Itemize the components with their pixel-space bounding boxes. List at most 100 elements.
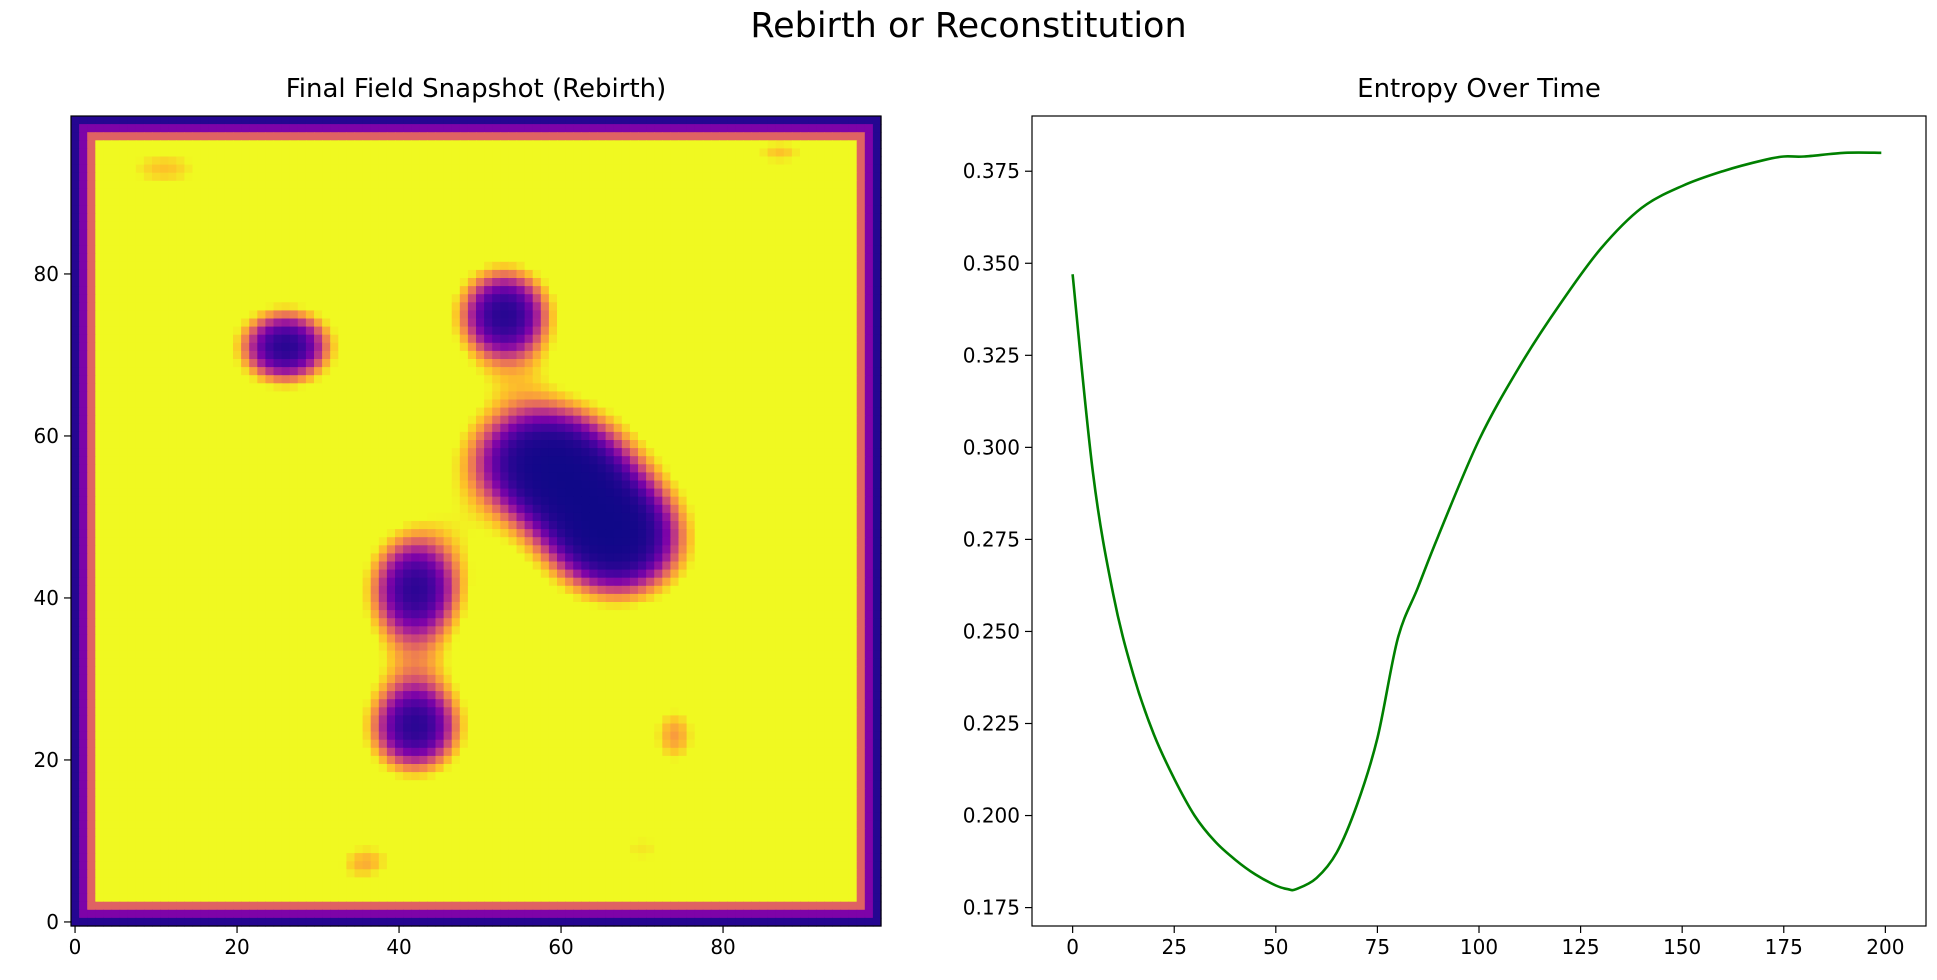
heatmap-cell [589,205,599,214]
heatmap-cell [662,456,671,465]
heatmap-cell [775,140,785,149]
heatmap-cell [168,253,177,263]
heatmap-cell [216,456,226,465]
heatmap-cell [314,221,323,230]
heatmap-cell [192,269,202,279]
heatmap-cell [832,172,842,182]
heatmap-cell [403,140,412,149]
heatmap-cell [565,440,574,449]
heatmap-cell [241,237,250,247]
heatmap-cell [95,456,104,465]
heatmap-cell [184,148,194,158]
heatmap-cell [524,480,534,490]
heatmap-cell [719,310,728,320]
heatmap-cell [200,496,210,506]
heatmap-cell [419,448,428,457]
heatmap-cell [297,229,307,239]
heatmap-cell [484,221,493,230]
heatmap-cell [305,512,315,522]
heatmap-cell [330,496,339,506]
heatmap-cell [411,197,420,206]
heatmap-cell [459,342,469,352]
heatmap-cell [654,480,663,490]
heatmap-cell [702,488,712,498]
heatmap-cell [208,269,218,279]
heatmap-cell [111,116,121,125]
heatmap-cell [119,156,129,166]
heatmap-cell [629,132,639,141]
heatmap-cell [670,164,680,174]
heatmap-cell [79,456,88,465]
heatmap-cell [540,488,550,498]
heatmap-cell [500,229,509,239]
heatmap-cell [135,512,145,522]
heatmap-cell [727,261,736,271]
heatmap-cell [160,480,169,490]
heatmap-cell [678,148,688,158]
heatmap-cell [111,423,121,433]
heatmap-cell [79,334,88,344]
heatmap-cell [719,512,728,522]
heatmap-cell [386,286,396,295]
heatmap-cell [727,278,736,287]
heatmap-cell [791,286,801,295]
heatmap-cell [759,180,769,190]
heatmap-cell [459,286,469,295]
heatmap-cell [694,261,704,271]
heatmap-cell [459,124,469,133]
heatmap-cell [289,132,299,141]
heatmap-cell [654,431,663,441]
heatmap-cell [751,440,761,449]
heatmap-cell [362,197,372,206]
heatmap-cell [370,180,380,190]
heatmap-cell [791,504,801,514]
heatmap-cell [95,197,104,206]
heatmap-cell [241,326,250,336]
heatmap-cell [200,221,210,230]
heatmap-cell [840,213,850,222]
heatmap-cell [119,383,129,392]
heatmap-cell [581,253,590,263]
heatmap-cell [305,334,315,344]
heatmap-cell [143,132,153,141]
heatmap-cell [565,391,574,401]
heatmap-cell [427,504,437,514]
heatmap-cell [864,213,874,222]
heatmap-cell [540,496,550,506]
heatmap-cell [589,302,599,311]
heatmap-cell [638,440,647,449]
heatmap-cell [735,350,744,360]
heatmap-cell [330,302,339,311]
heatmap-cell [500,399,509,409]
heatmap-cell [508,140,518,149]
heatmap-cell [451,326,461,336]
heatmap-cell [257,310,266,320]
heatmap-cell [589,221,599,230]
heatmap-cell [856,464,866,473]
heatmap-cell [605,245,615,255]
heatmap-cell [621,383,631,392]
heatmap-cell [427,132,437,141]
heatmap-cell [662,359,671,368]
heatmap-cell [800,472,809,482]
heatmap-cell [435,431,445,441]
heatmap-cell [330,334,339,344]
heatmap-cell [678,286,688,295]
heatmap-cell [111,496,121,506]
heatmap-cell [646,472,655,482]
heatmap-cell [832,504,842,514]
heatmap-cell [362,415,372,425]
heatmap-cell [378,488,388,498]
heatmap-cell [719,261,728,271]
heatmap-cell [443,124,453,133]
heatmap-cell [354,440,364,449]
heatmap-cell [241,456,250,465]
heatmap-cell [208,156,218,166]
heatmap-cell [127,431,137,441]
heatmap-cell [808,286,817,295]
heatmap-cell [95,124,104,133]
heatmap-cell [403,245,412,255]
heatmap-cell [800,278,809,287]
heatmap-cell [686,440,696,449]
heatmap-cell [152,326,161,336]
